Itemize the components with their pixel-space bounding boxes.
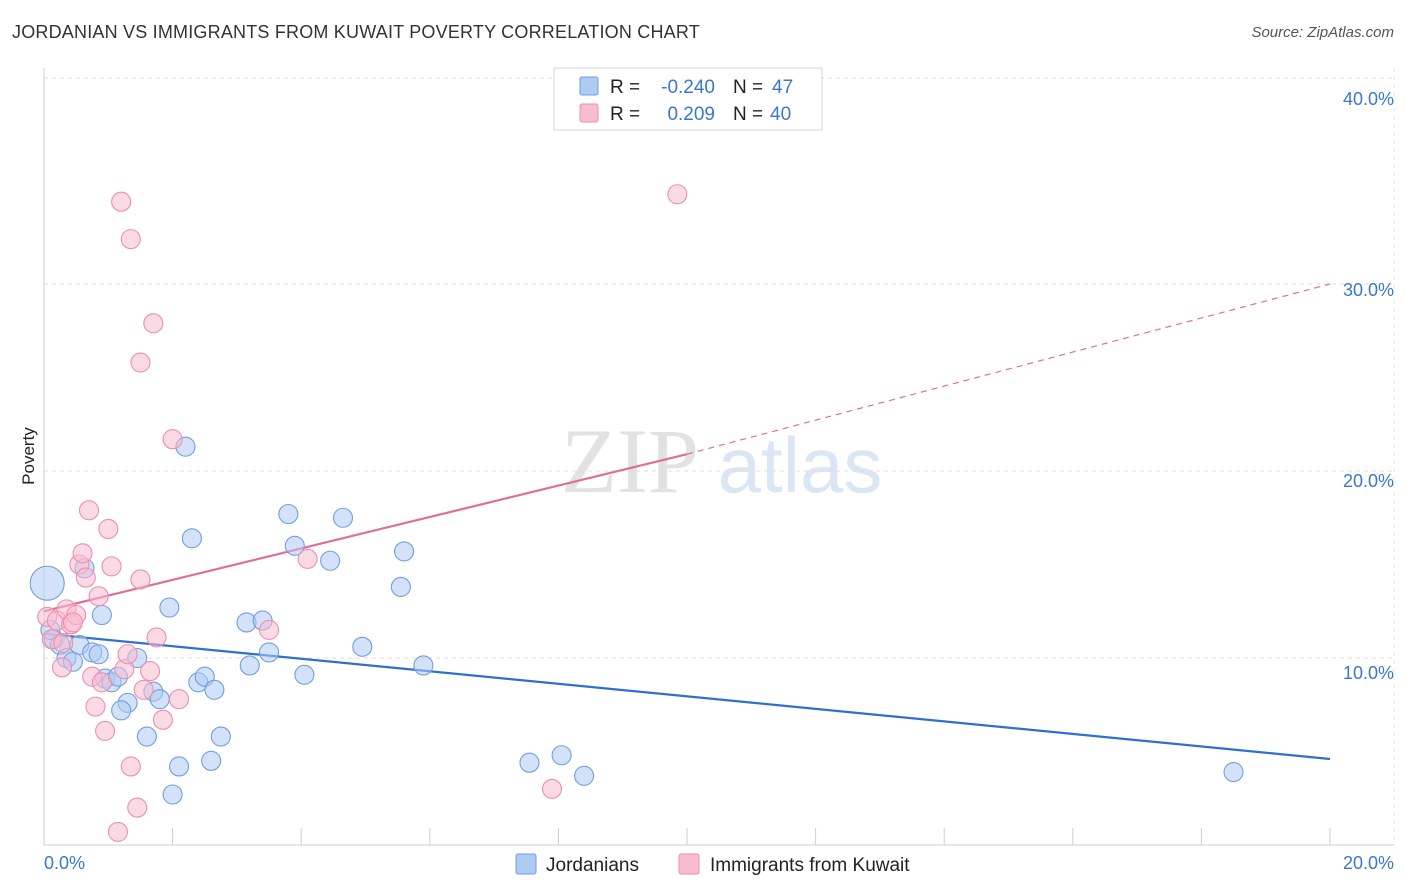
point-jordanians: [320, 550, 341, 571]
point-kuwait: [98, 518, 119, 540]
point-jordanians: [352, 636, 373, 657]
point-kuwait: [130, 352, 151, 373]
y-tick-label-10: 10.0%: [1343, 663, 1394, 683]
point-jordanians: [294, 664, 315, 685]
point-kuwait: [168, 689, 190, 710]
point-kuwait: [62, 612, 83, 633]
point-jordanians: [162, 784, 183, 805]
point-kuwait: [146, 627, 167, 648]
point-kuwait: [95, 720, 116, 741]
y-tick-labels: 10.0% 20.0% 30.0% 40.0%: [1343, 89, 1394, 683]
trend-line-kuwait: [43, 453, 688, 613]
legend-r-label-0: R =: [610, 77, 640, 98]
point-kuwait: [75, 567, 96, 588]
legend-top-box: [553, 67, 823, 131]
point-jordanians: [201, 750, 222, 771]
point-jordanians: [258, 642, 280, 663]
x-tick-marks: [43, 828, 1331, 845]
point-jordanians: [88, 644, 109, 665]
point-kuwait: [152, 709, 174, 730]
legend-n-value-0: 47: [772, 77, 793, 98]
point-jordanians: [210, 726, 231, 747]
point-kuwait: [107, 821, 128, 842]
point-jordanians: [29, 565, 65, 601]
point-kuwait: [297, 548, 318, 569]
legend-n-value-1: 40: [770, 104, 791, 125]
legend-n-label-0: N =: [733, 77, 763, 98]
legend-bottom-label-jordanians: Jordanians: [546, 855, 639, 876]
point-jordanians: [136, 726, 157, 747]
watermark-zip: ZIP: [561, 410, 699, 512]
x-tick-label-max: 20.0%: [1343, 853, 1394, 873]
point-jordanians: [551, 745, 572, 766]
point-kuwait: [91, 672, 112, 693]
point-jordanians: [204, 679, 225, 700]
point-jordanians: [239, 655, 260, 676]
point-jordanians: [181, 528, 202, 549]
point-kuwait: [258, 619, 280, 641]
watermark: ZIP atlas: [561, 410, 882, 512]
point-kuwait: [85, 696, 106, 717]
point-kuwait: [101, 556, 122, 577]
legend-n-label-1: N =: [733, 104, 763, 125]
legend-top: R = -0.240 N = 47 R = 0.209 N = 40: [553, 67, 823, 131]
point-kuwait: [130, 569, 151, 590]
point-jordanians: [111, 700, 132, 721]
legend-r-value-1: 0.209: [667, 104, 715, 125]
legend-r-value-0: -0.240: [661, 77, 715, 98]
trend-lines: [43, 283, 1331, 761]
legend-r-label-1: R =: [610, 104, 640, 125]
y-axis-label: Poverty: [19, 427, 38, 485]
point-kuwait: [72, 543, 93, 564]
point-kuwait: [162, 429, 183, 450]
point-kuwait: [120, 756, 141, 777]
y-tick-label-40: 40.0%: [1343, 89, 1394, 109]
point-kuwait: [53, 632, 74, 654]
point-jordanians: [390, 576, 411, 597]
x-tick-label-min: 0.0%: [44, 853, 85, 873]
point-jordanians: [284, 535, 305, 556]
legend-bottom-swatch-jordanians: [515, 853, 537, 875]
point-jordanians: [519, 752, 540, 773]
point-kuwait: [667, 184, 688, 205]
point-jordanians: [278, 503, 299, 525]
point-kuwait: [140, 661, 161, 682]
point-kuwait: [117, 644, 138, 665]
point-kuwait: [51, 657, 73, 678]
point-kuwait: [88, 586, 109, 607]
chart-title: JORDANIAN VS IMMIGRANTS FROM KUWAIT POVE…: [12, 22, 700, 42]
legend-bottom-swatch-kuwait: [678, 853, 700, 875]
point-jordanians: [1223, 762, 1244, 783]
point-jordanians: [168, 756, 190, 777]
point-kuwait: [78, 500, 100, 521]
x-tick-labels: 0.0% 20.0%: [44, 853, 1394, 873]
point-kuwait: [111, 191, 132, 212]
trend-line-kuwait-extension: [686, 283, 1331, 455]
point-kuwait: [120, 229, 141, 250]
point-kuwait: [133, 679, 154, 700]
data-points: [29, 184, 1244, 842]
legend-bottom: Jordanians Immigrants from Kuwait: [515, 853, 910, 876]
point-jordanians: [159, 597, 180, 618]
y-tick-label-30: 30.0%: [1343, 280, 1394, 300]
point-kuwait: [541, 778, 563, 799]
y-tick-label-20: 20.0%: [1343, 471, 1394, 491]
point-jordanians: [413, 655, 434, 676]
trend-line-jordanians: [43, 632, 1331, 761]
point-jordanians: [332, 507, 354, 528]
axes: [43, 68, 1394, 846]
source-label: Source: ZipAtlas.com: [1251, 24, 1394, 41]
legend-bottom-label-kuwait: Immigrants from Kuwait: [710, 855, 910, 876]
point-kuwait: [127, 797, 148, 818]
point-jordanians: [394, 541, 415, 562]
legend-swatch-jordanians: [579, 76, 599, 96]
point-jordanians: [574, 765, 595, 786]
legend-swatch-kuwait: [579, 103, 599, 123]
point-kuwait: [143, 313, 164, 334]
watermark-atlas: atlas: [718, 421, 883, 509]
point-jordanians: [91, 604, 112, 626]
